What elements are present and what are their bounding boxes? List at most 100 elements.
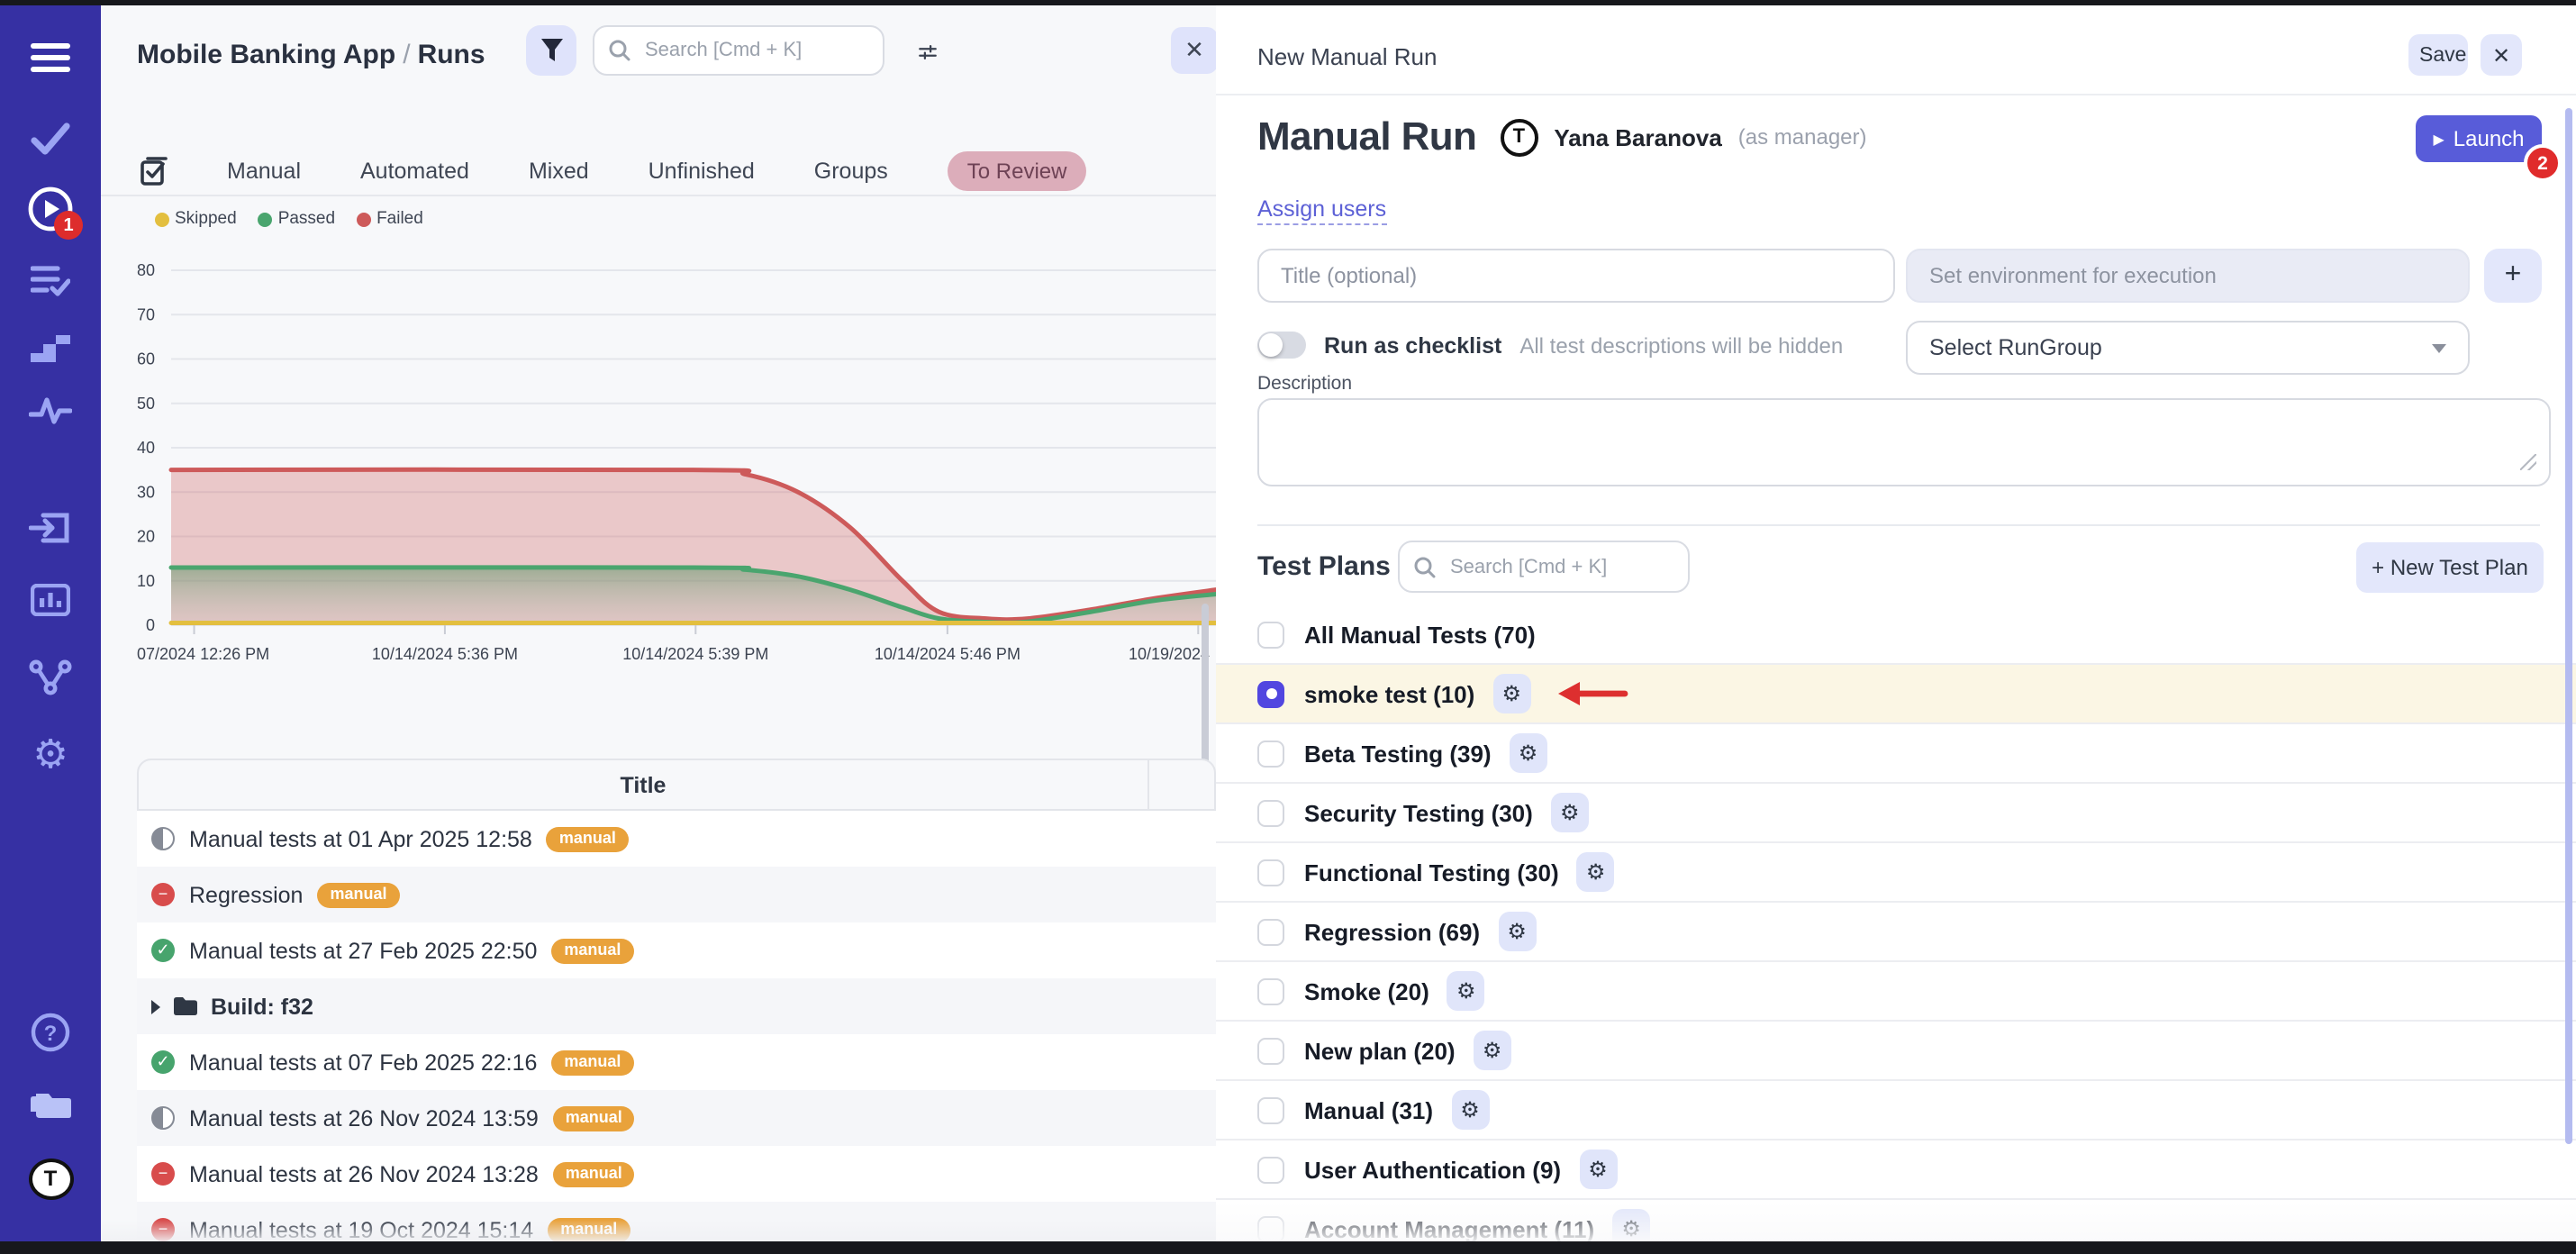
tab-manual[interactable]: Manual bbox=[227, 159, 301, 184]
table-row[interactable]: − Regression manual bbox=[137, 867, 1216, 922]
svg-text:70: 70 bbox=[137, 305, 155, 323]
search-icon bbox=[609, 40, 630, 61]
run-type-badge: manual bbox=[548, 1217, 630, 1242]
assign-users-link[interactable]: Assign users bbox=[1257, 196, 1386, 225]
add-environment-button[interactable]: + bbox=[2484, 249, 2542, 303]
steps-icon[interactable] bbox=[0, 315, 101, 377]
plan-settings-button[interactable]: ⚙ bbox=[1577, 852, 1615, 892]
launch-button[interactable]: ▶ Launch bbox=[2416, 115, 2542, 162]
plan-settings-button[interactable]: ⚙ bbox=[1498, 912, 1536, 951]
tab-mixed[interactable]: Mixed bbox=[529, 159, 589, 184]
plan-settings-button[interactable]: ⚙ bbox=[1492, 674, 1530, 713]
test-plan-row[interactable]: Security Testing (30) ⚙ bbox=[1216, 784, 2576, 843]
section-divider bbox=[1257, 524, 2540, 526]
expand-caret-icon[interactable] bbox=[151, 999, 160, 1013]
runs-play-icon[interactable]: 1 bbox=[0, 178, 101, 240]
analytics-icon[interactable] bbox=[0, 569, 101, 631]
test-plans-search-input[interactable] bbox=[1447, 554, 1673, 579]
annotation-arrow bbox=[1556, 679, 1628, 708]
table-row[interactable]: Manual tests at 01 Apr 2025 12:58 manual bbox=[137, 811, 1216, 867]
description-textarea[interactable] bbox=[1257, 398, 2551, 486]
plan-checkbox[interactable] bbox=[1257, 621, 1284, 648]
table-row[interactable]: ✓ Manual tests at 27 Feb 2025 22:50 manu… bbox=[137, 922, 1216, 978]
tab-automated[interactable]: Automated bbox=[360, 159, 469, 184]
testomat-logo[interactable]: T bbox=[0, 1148, 101, 1209]
column-header-title: Title bbox=[139, 760, 1149, 809]
plan-checkbox-checked[interactable] bbox=[1257, 680, 1284, 707]
plan-checkbox[interactable] bbox=[1257, 799, 1284, 826]
test-plan-row[interactable]: Functional Testing (30) ⚙ bbox=[1216, 843, 2576, 903]
test-plan-row[interactable]: Beta Testing (39) ⚙ bbox=[1216, 724, 2576, 784]
plan-settings-button[interactable]: ⚙ bbox=[1579, 1150, 1617, 1189]
runs-search-input[interactable] bbox=[641, 38, 868, 63]
test-plan-row[interactable]: Regression (69) ⚙ bbox=[1216, 903, 2576, 962]
plan-settings-button[interactable]: ⚙ bbox=[1451, 1090, 1489, 1130]
new-test-plan-button[interactable]: + New Test Plan bbox=[2356, 542, 2544, 593]
runs-notification-badge: 1 bbox=[54, 211, 83, 240]
plan-checkbox[interactable] bbox=[1257, 1156, 1284, 1183]
test-plan-row[interactable]: New plan (20) ⚙ bbox=[1216, 1022, 2576, 1081]
table-row[interactable]: − Manual tests at 26 Nov 2024 13:28 manu… bbox=[137, 1146, 1216, 1202]
plan-checkbox[interactable] bbox=[1257, 740, 1284, 767]
folder-icon bbox=[173, 996, 198, 1016]
branches-icon[interactable] bbox=[0, 647, 101, 708]
menu-icon[interactable] bbox=[0, 27, 101, 88]
page-title: Manual Run bbox=[1257, 114, 1476, 160]
plan-checkbox[interactable] bbox=[1257, 977, 1284, 1004]
status-failed-icon: − bbox=[151, 1162, 175, 1186]
table-row[interactable]: Manual tests at 26 Nov 2024 13:59 manual bbox=[137, 1090, 1216, 1146]
plan-settings-button[interactable]: ⚙ bbox=[1510, 733, 1547, 773]
table-row[interactable]: ✓ Manual tests at 07 Feb 2025 22:16 manu… bbox=[137, 1034, 1216, 1090]
svg-text:0: 0 bbox=[146, 616, 155, 634]
test-plan-row-selected[interactable]: smoke test (10) ⚙ bbox=[1216, 665, 2576, 724]
table-header: Title bbox=[137, 759, 1216, 811]
environment-input[interactable] bbox=[1906, 249, 2470, 303]
breadcrumb-separator: / bbox=[395, 40, 417, 70]
dialog-title: New Manual Run bbox=[1257, 43, 1437, 70]
table-row-folder[interactable]: Build: f32 bbox=[137, 978, 1216, 1034]
svg-text:?: ? bbox=[44, 1022, 58, 1046]
help-icon[interactable]: ? bbox=[0, 1002, 101, 1063]
import-icon[interactable] bbox=[0, 497, 101, 559]
tab-to-review[interactable]: To Review bbox=[948, 151, 1087, 191]
window-top-edge bbox=[0, 0, 2576, 5]
filter-button[interactable] bbox=[526, 25, 576, 76]
tests-check-icon[interactable] bbox=[0, 108, 101, 169]
right-panel-scrollbar[interactable] bbox=[2565, 108, 2572, 1144]
test-plan-row[interactable]: All Manual Tests (70) bbox=[1216, 605, 2576, 665]
test-plan-row[interactable]: Manual (31) ⚙ bbox=[1216, 1081, 2576, 1140]
run-as-checklist-toggle[interactable] bbox=[1257, 332, 1306, 359]
breadcrumb-project[interactable]: Mobile Banking App bbox=[137, 40, 395, 70]
test-plan-row[interactable]: Smoke (20) ⚙ bbox=[1216, 962, 2576, 1022]
projects-folder-icon[interactable] bbox=[0, 1072, 101, 1133]
save-button[interactable]: Save bbox=[2408, 34, 2468, 76]
runs-table: Title Manual tests at 01 Apr 2025 12:58 … bbox=[137, 759, 1216, 1254]
gear-icon: ⚙ bbox=[1586, 861, 1606, 883]
select-runs-icon[interactable] bbox=[141, 157, 168, 186]
sidebar: 1 ⚙ ? T bbox=[0, 0, 101, 1254]
plan-checkbox[interactable] bbox=[1257, 1096, 1284, 1123]
run-type-badge: manual bbox=[317, 882, 399, 907]
settings-gear-icon[interactable]: ⚙ bbox=[0, 726, 101, 787]
panel-close-button[interactable]: ✕ bbox=[1171, 27, 1216, 74]
tab-unfinished[interactable]: Unfinished bbox=[649, 159, 755, 184]
left-panel-scrollbar[interactable] bbox=[1202, 604, 1209, 766]
view-settings-button[interactable] bbox=[908, 32, 948, 72]
plan-settings-button[interactable]: ⚙ bbox=[1551, 793, 1589, 832]
run-title: Regression bbox=[189, 882, 303, 907]
resize-handle[interactable] bbox=[2520, 454, 2536, 470]
plan-settings-button[interactable]: ⚙ bbox=[1447, 971, 1485, 1011]
checklist-icon[interactable] bbox=[0, 250, 101, 312]
rungroup-select[interactable]: Select RunGroup bbox=[1906, 321, 2470, 375]
dialog-close-button[interactable]: ✕ bbox=[2481, 34, 2522, 76]
plan-checkbox[interactable] bbox=[1257, 1215, 1284, 1242]
run-type-badge: manual bbox=[551, 938, 633, 963]
plan-checkbox[interactable] bbox=[1257, 1037, 1284, 1064]
plan-settings-button[interactable]: ⚙ bbox=[1474, 1031, 1511, 1070]
activity-pulse-icon[interactable] bbox=[0, 378, 101, 440]
run-title-input[interactable] bbox=[1257, 249, 1895, 303]
plan-checkbox[interactable] bbox=[1257, 918, 1284, 945]
plan-checkbox[interactable] bbox=[1257, 859, 1284, 886]
test-plan-row[interactable]: User Authentication (9) ⚙ bbox=[1216, 1140, 2576, 1200]
tab-groups[interactable]: Groups bbox=[814, 159, 888, 184]
